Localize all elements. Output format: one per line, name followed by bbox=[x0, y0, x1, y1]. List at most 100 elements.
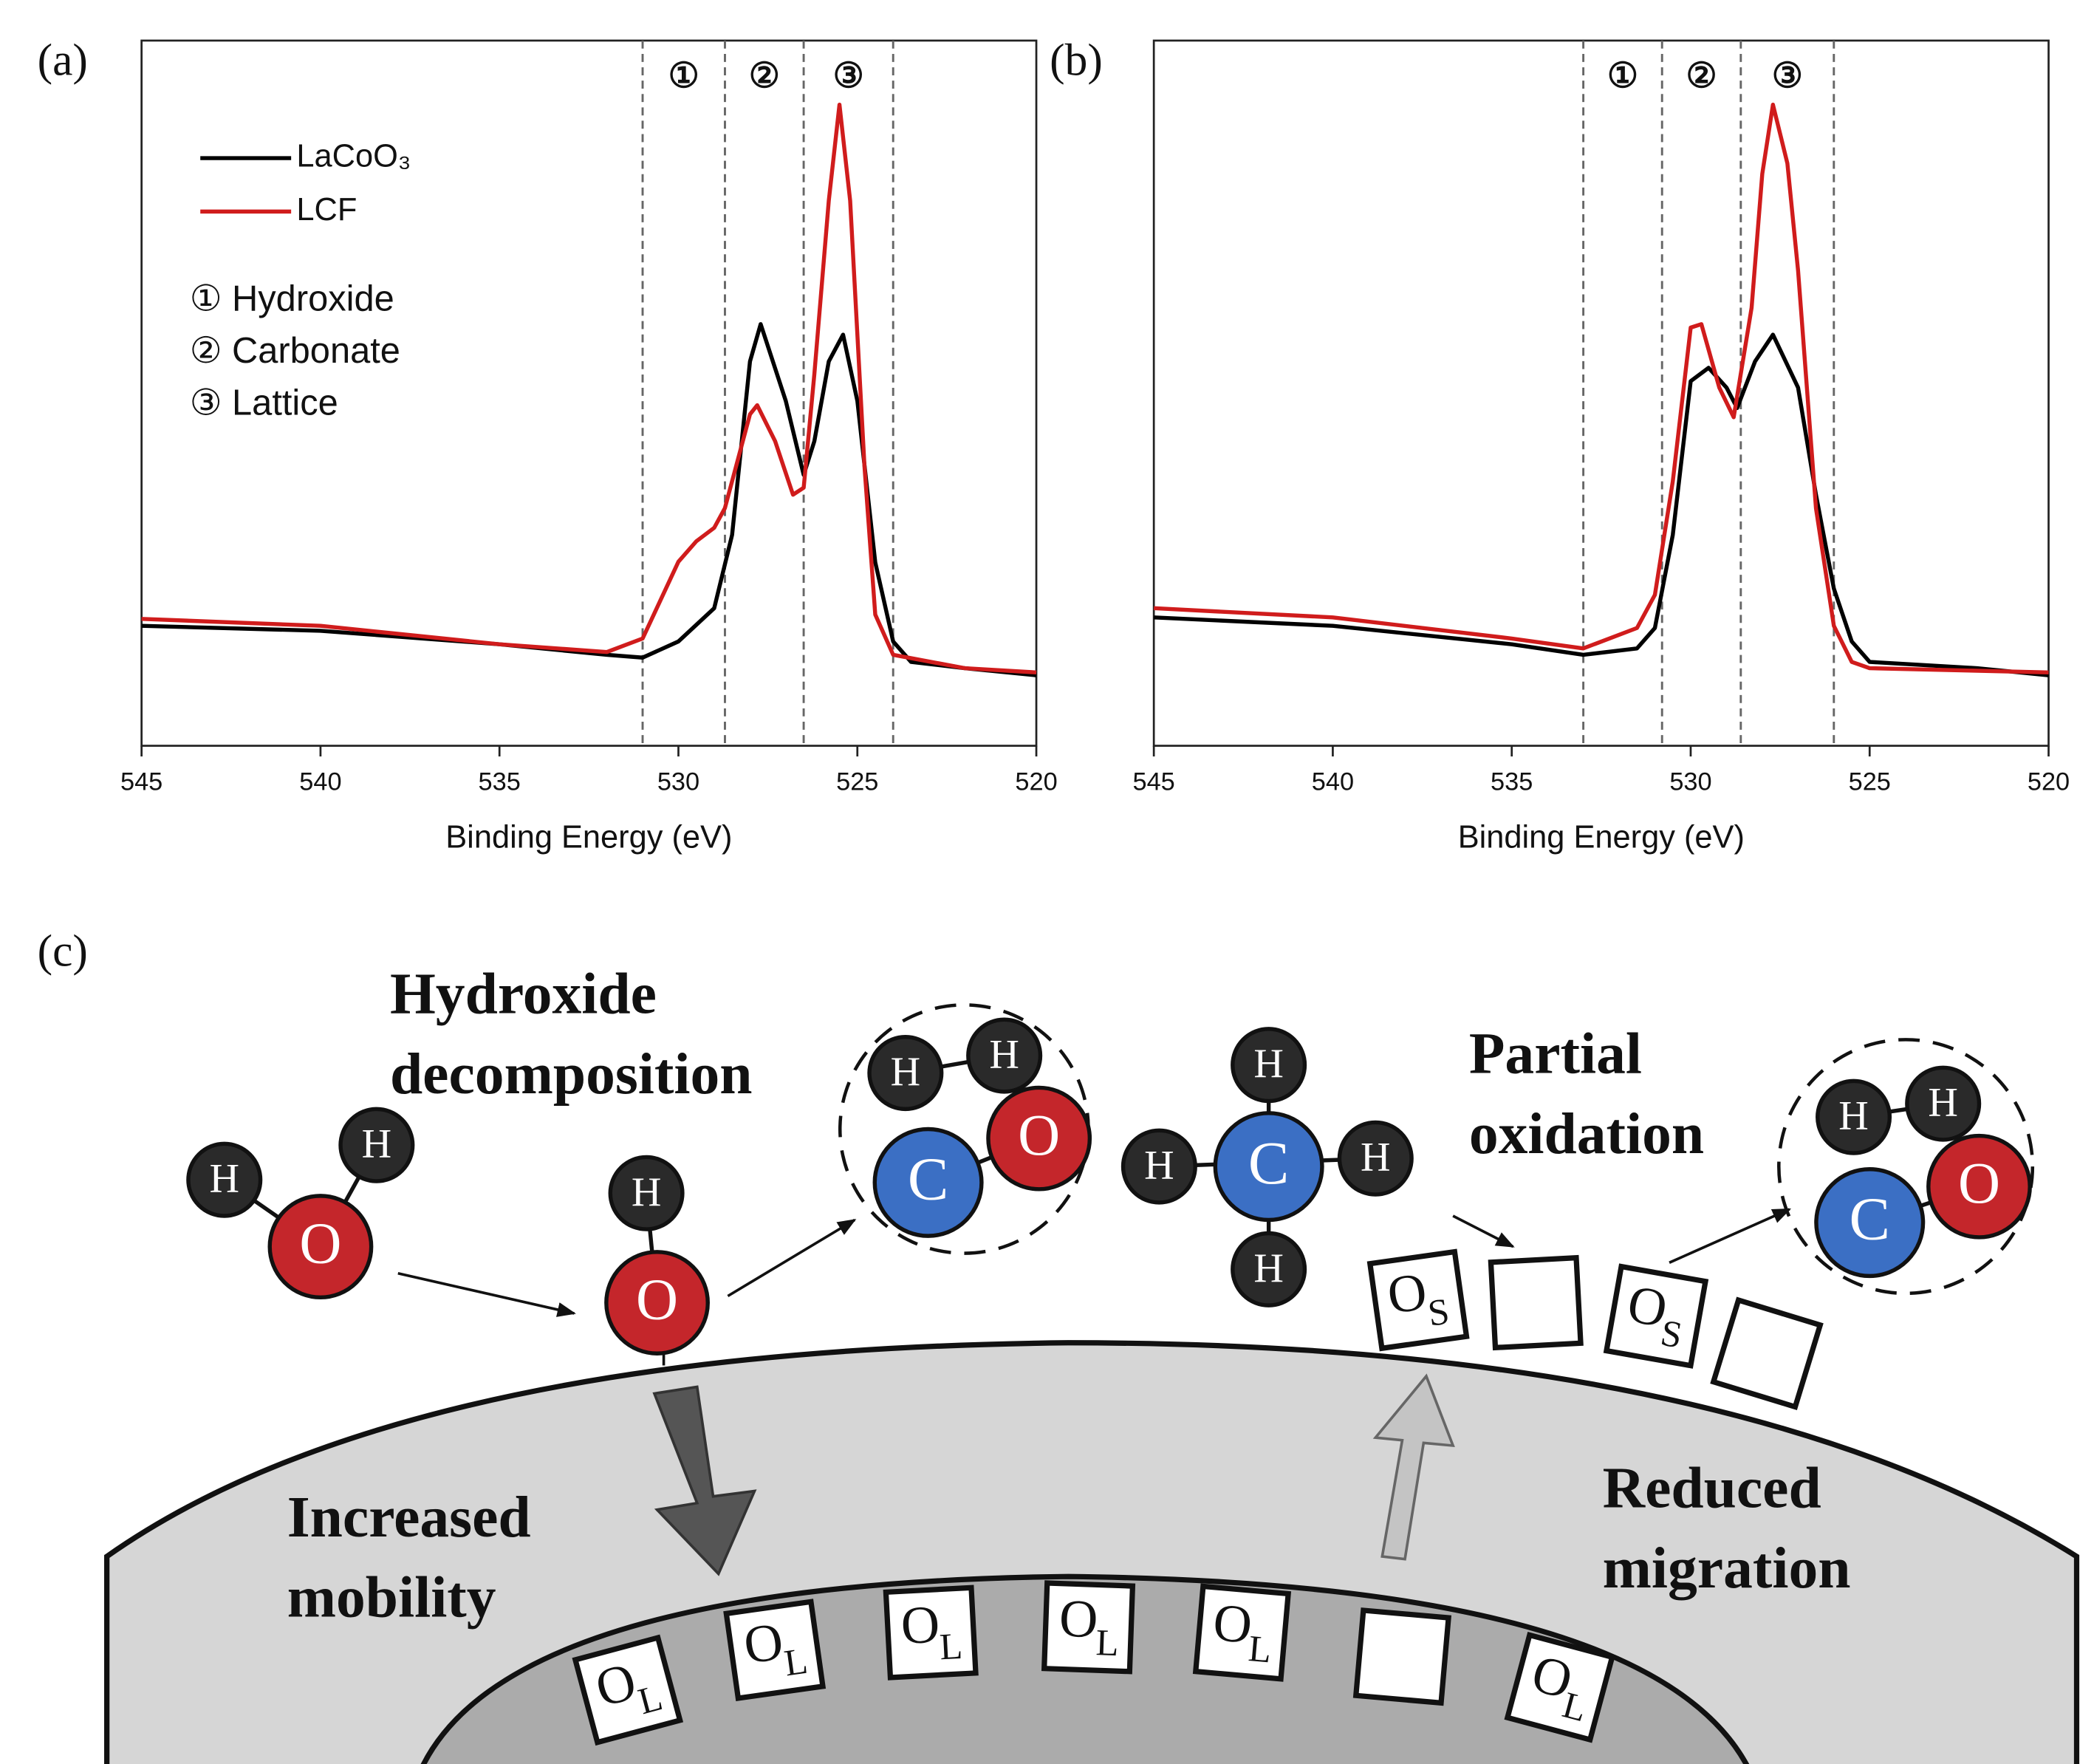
x-tick-label: 520 bbox=[2028, 768, 2070, 796]
atom bbox=[1231, 1027, 1307, 1104]
x-tick-label: 540 bbox=[1312, 768, 1354, 796]
site-symbol: O bbox=[1058, 1589, 1099, 1650]
panel-label: (b) bbox=[1050, 35, 1103, 86]
atom bbox=[604, 1250, 710, 1356]
atom-symbol: H bbox=[1838, 1093, 1869, 1139]
atom bbox=[1814, 1167, 1926, 1279]
x-tick-label: 530 bbox=[1669, 768, 1711, 796]
oxygen-site bbox=[1710, 1296, 1824, 1410]
legend-label: LaCoO₃ bbox=[296, 139, 411, 174]
reaction-arrows bbox=[397, 1208, 1792, 1317]
atom-symbol: H bbox=[891, 1049, 921, 1095]
x-tick-label: 525 bbox=[1849, 768, 1891, 796]
site-box bbox=[1710, 1296, 1824, 1410]
caption-line: Hydroxide bbox=[390, 961, 657, 1026]
site-box bbox=[883, 1584, 979, 1681]
x-axis-label: Binding Energy (eV) bbox=[1458, 820, 1745, 855]
atom-symbol: H bbox=[1928, 1080, 1958, 1126]
panel-label: (a) bbox=[38, 35, 88, 86]
x-axis-label: Binding Energy (eV) bbox=[445, 820, 732, 855]
x-tick-label: 540 bbox=[299, 768, 341, 796]
site-box bbox=[1041, 1580, 1136, 1675]
legend-note: ③ Lattice bbox=[190, 383, 338, 423]
atom bbox=[1120, 1128, 1197, 1205]
atom bbox=[608, 1155, 685, 1231]
oxygen-site: OL bbox=[883, 1584, 979, 1681]
x-tick-label: 520 bbox=[1015, 768, 1057, 796]
atom-symbol: C bbox=[908, 1145, 948, 1213]
legend-note: ① Hydroxide bbox=[190, 278, 394, 318]
atom bbox=[1905, 1065, 1982, 1142]
atom bbox=[872, 1127, 984, 1238]
x-tick-label: 535 bbox=[1491, 768, 1533, 796]
atom bbox=[338, 1107, 415, 1183]
series-line bbox=[1154, 332, 2049, 677]
atom bbox=[267, 1194, 374, 1300]
site-box bbox=[1504, 1631, 1616, 1743]
caption-line: Increased bbox=[287, 1485, 531, 1550]
caption-line: mobility bbox=[287, 1565, 496, 1630]
site-symbol: O bbox=[740, 1611, 787, 1675]
site-subscript: L bbox=[781, 1640, 810, 1684]
atom bbox=[986, 1085, 1092, 1192]
atom-symbol: H bbox=[1253, 1245, 1284, 1291]
site-box bbox=[1192, 1583, 1292, 1682]
x-tick-label: 545 bbox=[120, 768, 162, 796]
caption-line: migration bbox=[1603, 1536, 1851, 1601]
atom-symbol: O bbox=[1958, 1152, 2000, 1216]
region-label: ③ bbox=[1772, 55, 1803, 95]
site-symbol: O bbox=[900, 1595, 941, 1656]
atom bbox=[966, 1017, 1043, 1094]
oxygen-site: OL bbox=[572, 1634, 684, 1746]
atom bbox=[1926, 1133, 2032, 1240]
atom-symbol: H bbox=[362, 1121, 392, 1167]
atom-symbol: C bbox=[1248, 1129, 1289, 1197]
site-box bbox=[723, 1599, 827, 1702]
atom-symbol: H bbox=[209, 1156, 239, 1202]
site-box bbox=[1352, 1607, 1452, 1706]
series-line bbox=[141, 103, 1037, 675]
x-tick-label: 525 bbox=[836, 768, 878, 796]
atom-symbol: O bbox=[299, 1211, 341, 1276]
region-label: ② bbox=[749, 55, 780, 95]
atom bbox=[1231, 1231, 1307, 1307]
oxygen-site bbox=[1488, 1254, 1584, 1351]
oxygen-site bbox=[1352, 1607, 1452, 1706]
caption-line: Partial bbox=[1469, 1022, 1642, 1087]
oxygen-site: OL bbox=[723, 1599, 827, 1702]
site-subscript: L bbox=[1095, 1621, 1120, 1664]
atom-symbol: O bbox=[636, 1268, 678, 1332]
atom bbox=[867, 1035, 944, 1112]
plot-frame bbox=[140, 39, 1038, 747]
site-symbol: O bbox=[1211, 1593, 1254, 1655]
oxygen-site: OL bbox=[1041, 1580, 1136, 1675]
x-tick-label: 535 bbox=[479, 768, 521, 796]
site-box bbox=[572, 1634, 684, 1746]
caption-line: Reduced bbox=[1603, 1455, 1821, 1520]
site-symbol: O bbox=[1384, 1262, 1431, 1325]
caption-line: decomposition bbox=[390, 1042, 753, 1107]
oxygen-site: OL bbox=[1192, 1583, 1292, 1682]
atom-symbol: H bbox=[1361, 1135, 1391, 1180]
site-box bbox=[1603, 1263, 1709, 1369]
atom-symbol: H bbox=[1144, 1143, 1174, 1189]
atom bbox=[1213, 1111, 1324, 1223]
site-subscript: L bbox=[1247, 1627, 1273, 1670]
panel-label: (c) bbox=[38, 926, 88, 977]
x-tick-label: 530 bbox=[657, 768, 699, 796]
region-label: ② bbox=[1686, 55, 1717, 95]
oxygen-site: OS bbox=[1366, 1248, 1470, 1352]
site-box bbox=[1366, 1248, 1470, 1352]
atom-symbol: O bbox=[1018, 1104, 1060, 1168]
region-label: ① bbox=[1607, 55, 1638, 95]
site-box bbox=[1488, 1254, 1584, 1351]
region-label: ① bbox=[668, 55, 699, 95]
region-label: ③ bbox=[833, 55, 864, 95]
atom-symbol: H bbox=[989, 1032, 1019, 1078]
atom bbox=[186, 1141, 263, 1218]
legend-label: LCF bbox=[296, 192, 357, 228]
caption-line: oxidation bbox=[1469, 1101, 1704, 1166]
series-line bbox=[1154, 103, 2049, 675]
